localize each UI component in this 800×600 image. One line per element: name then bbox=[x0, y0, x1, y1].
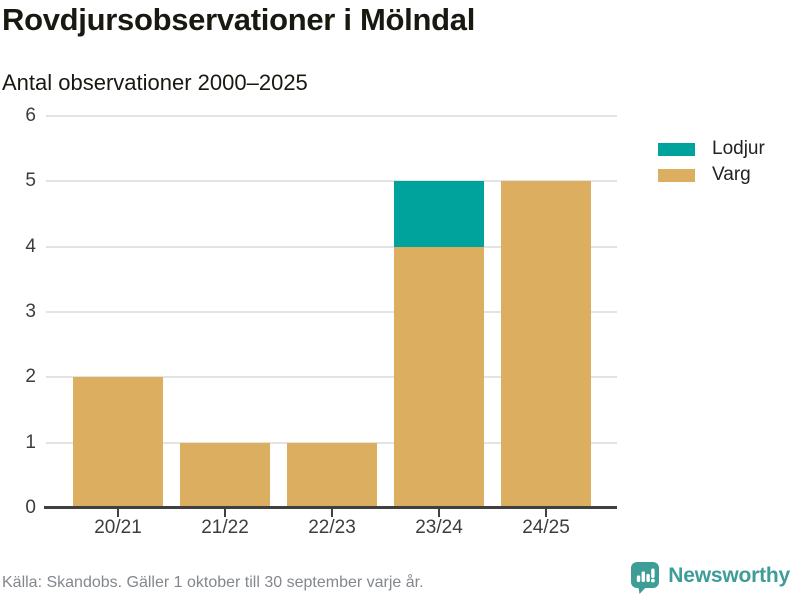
x-axis-label-24-25: 24/25 bbox=[522, 517, 570, 538]
x-axis-label-23-24: 23/24 bbox=[415, 517, 463, 538]
x-tick-24-25 bbox=[545, 509, 547, 517]
legend-label-varg: Varg bbox=[712, 164, 751, 185]
y-axis-label-0: 0 bbox=[25, 497, 36, 518]
gridline-y3 bbox=[46, 311, 617, 313]
x-tick-22-23 bbox=[331, 509, 333, 517]
x-axis-label-20-21: 20/21 bbox=[94, 517, 142, 538]
legend-label-lodjur: Lodjur bbox=[712, 138, 765, 159]
x-tick-21-22 bbox=[224, 509, 226, 517]
y-axis-label-6: 6 bbox=[25, 105, 36, 126]
legend-item-varg: Varg bbox=[658, 162, 765, 188]
bar-chart-bubble-icon bbox=[631, 562, 660, 594]
y-axis-label-1: 1 bbox=[25, 431, 36, 453]
gridline-y5 bbox=[46, 180, 617, 183]
x-tick-23-24 bbox=[438, 509, 440, 517]
newsworthy-logo[interactable]: Newsworthy bbox=[630, 561, 790, 595]
bar-lodjur-23-24 bbox=[394, 181, 484, 247]
gridline-y2 bbox=[46, 376, 617, 379]
x-axis-line bbox=[44, 506, 617, 509]
gridline-y4 bbox=[46, 245, 617, 248]
bar-varg-21-22 bbox=[180, 442, 270, 508]
newsworthy-wordmark: Newsworthy bbox=[668, 564, 790, 587]
chart-title: Rovdjursobservationer i Mölndal bbox=[2, 2, 476, 37]
gridline-y6 bbox=[46, 115, 617, 117]
bar-varg-20-21 bbox=[73, 377, 163, 508]
x-axis-label-21-22: 21/22 bbox=[201, 517, 249, 538]
legend-swatch-varg bbox=[658, 168, 695, 182]
chart-subtitle: Antal observationer 2000–2025 bbox=[2, 70, 308, 95]
x-axis-label-22-23: 22/23 bbox=[308, 517, 356, 538]
bar-varg-24-25 bbox=[501, 181, 591, 508]
y-axis-label-4: 4 bbox=[25, 235, 36, 257]
legend-swatch-lodjur bbox=[658, 142, 695, 156]
legend-item-lodjur: Lodjur bbox=[658, 136, 765, 162]
y-axis-label-5: 5 bbox=[25, 170, 36, 192]
bar-varg-23-24 bbox=[394, 246, 484, 508]
bar-varg-22-23 bbox=[287, 442, 377, 508]
source-note: Källa: Skandobs. Gäller 1 oktober till 3… bbox=[2, 574, 424, 591]
chart-legend: Lodjur Varg bbox=[658, 136, 765, 188]
x-tick-20-21 bbox=[117, 509, 119, 517]
y-axis-label-3: 3 bbox=[25, 301, 36, 322]
y-axis-label-2: 2 bbox=[25, 366, 36, 388]
